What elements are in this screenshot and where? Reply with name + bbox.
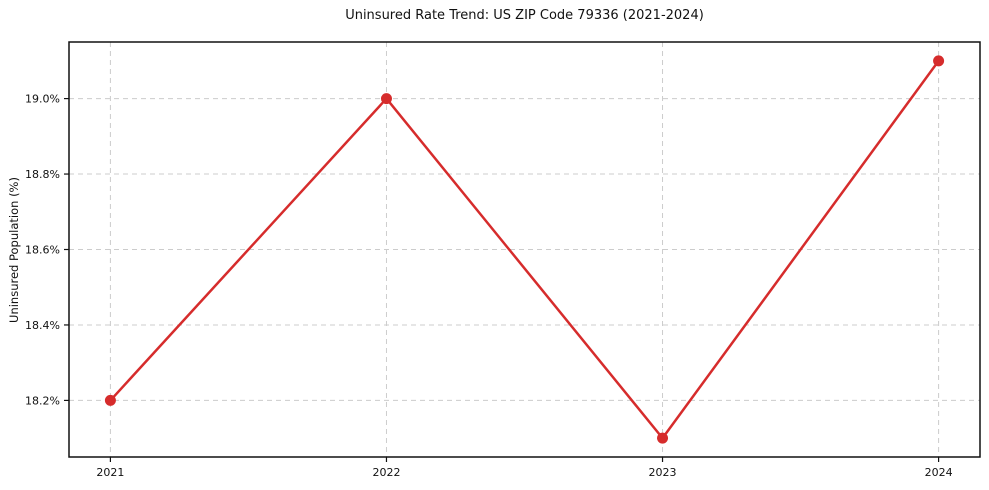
y-tick-label: 19.0% (25, 93, 60, 106)
data-point-marker (380, 93, 392, 105)
y-tick-label: 18.8% (25, 168, 60, 181)
y-tick-label: 18.2% (25, 394, 60, 407)
x-tick-label: 2021 (96, 466, 124, 479)
x-tick-label: 2024 (925, 466, 953, 479)
trend-line (109, 59, 940, 440)
data-point-marker (657, 432, 669, 444)
y-tick-label: 18.6% (25, 244, 60, 257)
data-point-marker (933, 55, 945, 67)
y-tick-label: 18.4% (25, 319, 60, 332)
x-tick-label: 2023 (649, 466, 677, 479)
x-tick-label: 2022 (372, 466, 400, 479)
data-point-marker (104, 394, 116, 406)
chart-title: Uninsured Rate Trend: US ZIP Code 79336 … (345, 8, 704, 23)
